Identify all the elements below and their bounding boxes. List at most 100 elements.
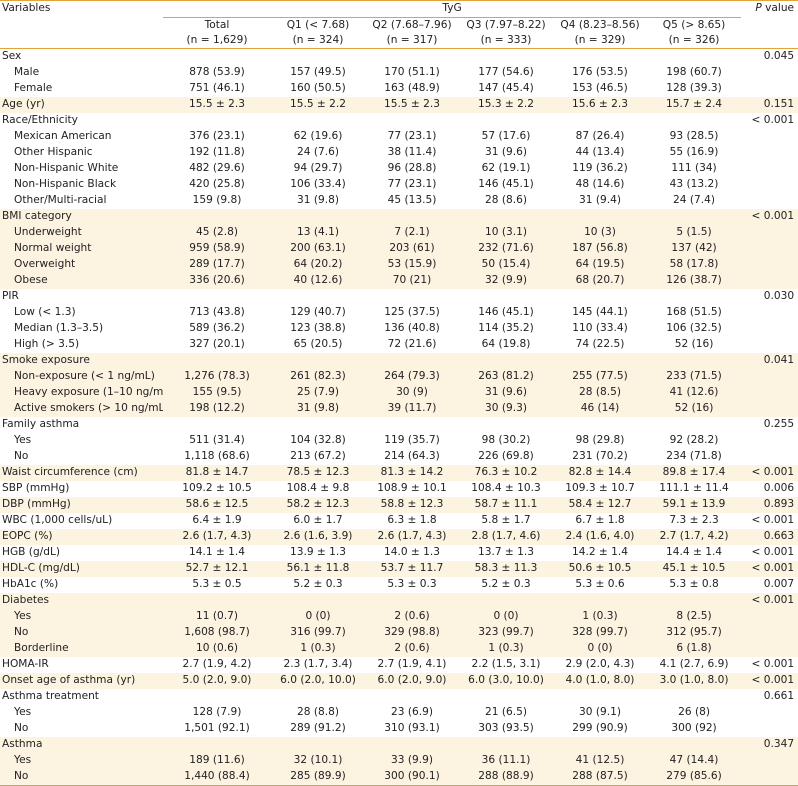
row-p-value [741,161,798,177]
row-label: Age (yr) [0,97,163,113]
row-p-value [741,257,798,273]
row-value: 104 (32.8) [290,434,346,446]
row-value: 1 (0.3) [553,609,647,625]
row-value: 2.3 (1.7, 3.4) [283,658,353,670]
table-row: WBC (1,000 cells/uL) 6.4 ± 1.9 6.0 ± 1.7 6.… [0,513,798,529]
row-value: 312 (95.7) [647,625,742,641]
col-header-label: Q1 (< 7.68) [286,19,350,31]
col-header-q3: Q3 (7.97–8.22) (n = 333) [459,17,553,49]
row-value: 213 (67.2) [290,450,346,462]
row-label: HDL-C (mg/dL) [0,561,163,577]
table-row: Asthma treatment 0.661 [0,689,798,705]
row-value: 62 (19.6) [293,130,343,142]
row-value: 189 (11.6) [163,753,271,769]
row-value: 55 (16.9) [669,146,719,158]
row-value: 2.6 (1.7, 4.3) [163,529,271,545]
row-value: 482 (29.6) [189,162,245,174]
row-value [365,113,459,129]
row-p-value: < 0.001 [741,673,798,689]
row-value: 5.8 ± 1.7 [481,514,531,526]
row-value: 64 (20.2) [271,257,365,273]
col-header-n: (n = 324) [292,34,344,46]
row-value: 6.4 ± 1.9 [192,514,242,526]
row-value: 15.7 ± 2.4 [647,97,742,113]
row-p-value [741,129,798,145]
row-value: 31 (9.8) [297,194,339,206]
row-value: 26 (8) [678,706,710,718]
col-header-q2: Q2 (7.68–7.96) (n = 317) [365,17,459,49]
table-row: Yes 128 (7.9) 28 (8.8) 23 (6.9) 21 (6.5) 30 (… [0,705,798,721]
row-value: 30 (9) [365,385,459,401]
row-value: 58.8 ± 12.3 [365,497,459,513]
row-value: 21 (6.5) [485,706,527,718]
row-value: 878 (53.9) [189,66,245,78]
row-p-value: 0.045 [763,50,795,62]
row-value [553,49,647,66]
row-value: 82.8 ± 14.4 [553,465,647,481]
row-label: Asthma treatment [2,690,99,702]
row-value: 13 (4.1) [271,225,365,241]
row-value [647,593,742,609]
table-row: Mexican American 376 (23.1) 62 (19.6) 77 (2… [0,129,798,145]
row-label: Female [14,82,53,94]
row-value: 155 (9.5) [163,385,271,401]
row-value: 323 (99.7) [459,625,553,641]
row-label: Other Hispanic [14,146,93,158]
row-value: 1,276 (78.3) [163,369,271,385]
row-value: 327 (20.1) [189,338,245,350]
row-p-value [741,609,798,625]
row-label: High (> 3.5) [14,338,80,350]
table-row: Yes 511 (31.4) 104 (32.8) 119 (35.7) 98 (30.… [0,433,798,449]
row-label: SBP (mmHg) [2,482,70,494]
row-value: 108.4 ± 9.8 [286,482,350,494]
row-value: 45 (13.5) [387,194,437,206]
col-header-n: (n = 1,629) [186,34,248,46]
row-value: 232 (71.6) [459,241,553,257]
row-value: 45.1 ± 10.5 [647,561,742,577]
row-value: 72 (21.6) [387,338,437,350]
row-label: Sex [2,50,22,62]
table-row: HGB (g/dL) 14.1 ± 1.4 13.9 ± 1.3 14.0 ± 1.3… [0,545,798,561]
row-value: 32 (9.9) [459,273,553,289]
row-value: 43 (13.2) [669,178,719,190]
p-value-suffix: value [761,2,795,14]
row-value: 14.1 ± 1.4 [188,546,246,558]
table-row: Diabetes < 0.001 [0,593,798,609]
row-value: 52.7 ± 12.1 [163,561,271,577]
row-value: 7 (2.1) [365,225,459,241]
row-label: Non-exposure (< 1 ng/mL) [0,369,163,385]
row-value: 65 (20.5) [293,338,343,350]
row-value: 119 (36.2) [572,162,628,174]
row-value: 2 (0.6) [365,641,459,657]
row-value: 589 (36.2) [189,322,245,334]
row-value [271,737,365,753]
table-row: Onset age of asthma (yr) 5.0 (2.0, 9.0) 6.… [0,673,798,689]
row-label: Mexican American [14,130,112,142]
row-value [163,593,271,609]
row-value: 7.3 ± 2.3 [669,514,719,526]
row-value [553,353,647,369]
row-value: 128 (7.9) [192,706,242,718]
row-value: 5 (1.5) [647,225,742,241]
row-value: 126 (38.7) [647,273,742,289]
row-value [271,289,365,305]
row-value: 41 (12.6) [647,385,742,401]
header-blank-p [741,17,798,49]
row-value [553,417,647,433]
row-value: 2.8 (1.7, 4.6) [459,529,553,545]
row-label: HbA1c (%) [2,578,59,590]
row-value: 89.8 ± 17.4 [647,465,742,481]
row-value: 1,501 (92.1) [184,722,250,734]
row-p-value: 0.661 [763,690,795,702]
table-row: Male 878 (53.9) 157 (49.5) 170 (51.1) 177 (5… [0,65,798,81]
row-label: Waist circumference (cm) [0,465,163,481]
row-value: 261 (82.3) [271,369,365,385]
row-label: Normal weight [0,241,163,257]
row-value [271,113,365,129]
row-p-value: < 0.001 [741,593,798,609]
row-label: Other/Multi-racial [14,194,107,206]
row-value [163,737,271,753]
row-value: 123 (38.8) [290,322,346,334]
row-p-value: 0.893 [741,497,798,513]
